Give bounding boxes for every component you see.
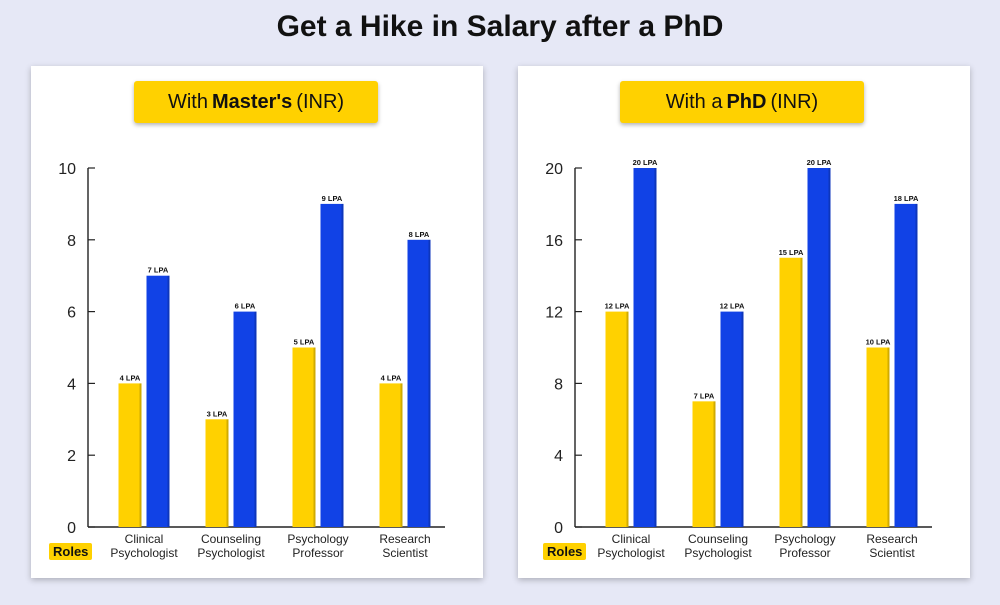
- bar-phd: [807, 168, 831, 527]
- data-label: 8 LPA: [409, 230, 430, 239]
- x-tick-label: Counseling Psychologist: [197, 532, 265, 560]
- phd-chart-panel: With a PhD (INR) 0 4 8 12 16 20 12 LPA 20 LPA Cl…: [518, 66, 970, 578]
- bar-masters: [866, 347, 890, 527]
- data-label: 10 LPA: [866, 338, 891, 347]
- x-tick-label-line: Psychologist: [597, 546, 665, 560]
- data-label: 4 LPA: [120, 373, 141, 382]
- page-title: Get a Hike in Salary after a PhD: [276, 10, 724, 43]
- y-tick-label: 4: [67, 376, 76, 393]
- data-label: 15 LPA: [779, 248, 804, 257]
- data-label: 4 LPA: [381, 373, 402, 382]
- data-label: 3 LPA: [207, 409, 228, 418]
- x-tick-label: Psychology Professor: [287, 532, 348, 560]
- roles-badge: Roles: [543, 543, 587, 560]
- heading-bold: Master's: [211, 90, 293, 113]
- y-tick-label: 10: [58, 161, 76, 178]
- x-tick-label: Counseling Psychologist: [684, 532, 752, 560]
- x-tick-label: Clinical Psychologist: [597, 532, 665, 560]
- x-tick-label: Research Scientist: [866, 532, 917, 560]
- bar-masters: [205, 419, 229, 527]
- bar-masters: [292, 347, 316, 527]
- roles-badge: Roles: [49, 543, 93, 560]
- bar-masters: [692, 401, 716, 527]
- heading-suffix: (INR): [296, 90, 345, 113]
- x-tick-label-line: Scientist: [382, 546, 428, 560]
- y-tick-label: 8: [67, 233, 76, 250]
- masters-chart-panel: With Master's (INR) 0 2 4 6 8 10 4 LPA 7 LPA Cli…: [31, 66, 483, 578]
- x-tick-label-line: Psychology: [287, 532, 348, 546]
- x-tick-label-line: Clinical: [125, 532, 164, 546]
- x-tick-label: Psychology Professor: [774, 532, 835, 560]
- x-tick-label-line: Professor: [292, 546, 343, 560]
- x-tick-label-line: Psychology: [774, 532, 835, 546]
- bar-phd: [146, 275, 170, 527]
- bar-masters: [779, 257, 803, 527]
- data-label: 7 LPA: [148, 266, 169, 275]
- y-tick-label: 0: [554, 520, 563, 537]
- x-tick-label-line: Clinical: [612, 532, 651, 546]
- x-tick-label-line: Research: [866, 532, 917, 546]
- bar-phd: [633, 168, 657, 527]
- y-tick-label: 20: [545, 161, 563, 178]
- x-tick-label-line: Psychologist: [684, 546, 752, 560]
- bar-masters: [118, 383, 142, 527]
- heading-prefix: With a: [665, 90, 723, 113]
- data-label: 12 LPA: [720, 302, 745, 311]
- bar-phd: [320, 203, 344, 527]
- data-label: 6 LPA: [235, 302, 256, 311]
- data-label: 20 LPA: [807, 158, 832, 167]
- bar-masters: [379, 383, 403, 527]
- bar-phd: [720, 311, 744, 527]
- phd-chart-heading: With a PhD (INR): [620, 81, 864, 123]
- x-tick-label-line: Psychologist: [110, 546, 178, 560]
- y-tick-label: 12: [545, 305, 563, 322]
- bar-masters: [605, 311, 629, 527]
- data-label: 9 LPA: [322, 194, 343, 203]
- x-tick-label: Clinical Psychologist: [110, 532, 178, 560]
- heading-suffix: (INR): [770, 90, 819, 113]
- x-tick-label-line: Counseling: [688, 532, 748, 546]
- bar-phd: [407, 239, 431, 528]
- masters-chart-heading: With Master's (INR): [134, 81, 378, 123]
- y-tick-label: 2: [67, 448, 76, 465]
- y-tick-label: 0: [67, 520, 76, 537]
- y-tick-label: 8: [554, 376, 563, 393]
- bar-phd: [233, 311, 257, 527]
- data-label: 18 LPA: [894, 194, 919, 203]
- x-tick-label-line: Research: [379, 532, 430, 546]
- bar-phd: [894, 203, 918, 527]
- data-label: 5 LPA: [294, 338, 315, 347]
- x-tick-label: Research Scientist: [379, 532, 430, 560]
- x-tick-label-line: Counseling: [201, 532, 261, 546]
- y-tick-label: 16: [545, 233, 563, 250]
- heading-prefix: With: [167, 90, 208, 113]
- data-label: 20 LPA: [633, 158, 658, 167]
- heading-bold: PhD: [726, 90, 767, 113]
- x-tick-label-line: Scientist: [869, 546, 915, 560]
- x-tick-label-line: Professor: [779, 546, 830, 560]
- y-tick-label: 6: [67, 305, 76, 322]
- data-label: 12 LPA: [605, 302, 630, 311]
- y-tick-label: 4: [554, 448, 563, 465]
- data-label: 7 LPA: [694, 391, 715, 400]
- x-tick-label-line: Psychologist: [197, 546, 265, 560]
